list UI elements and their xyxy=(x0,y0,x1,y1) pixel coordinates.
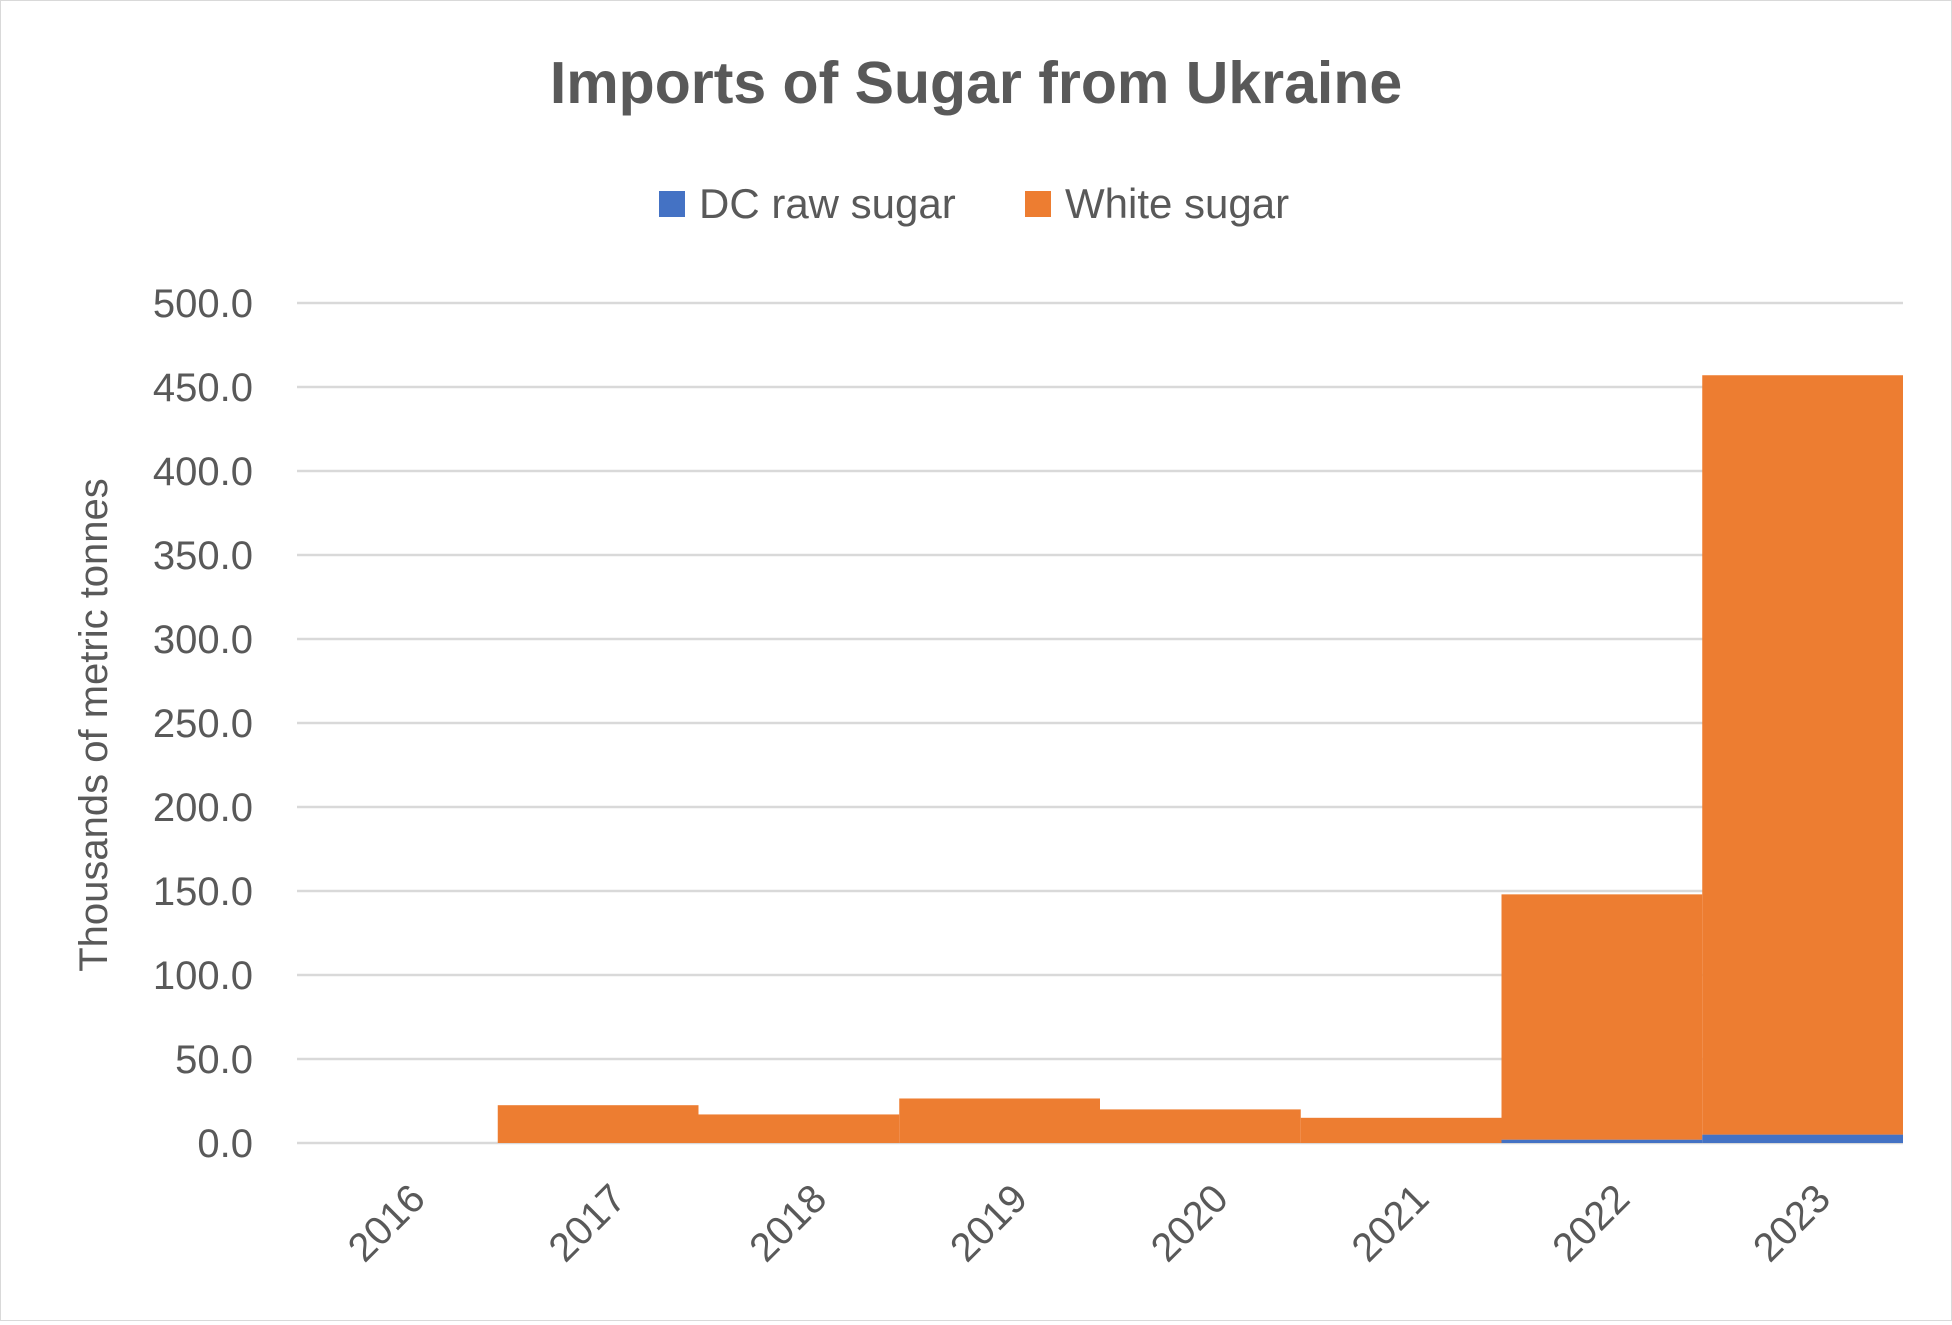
x-tick-label: 2023 xyxy=(1745,1176,1839,1270)
legend: DC raw sugar White sugar xyxy=(659,180,1289,227)
x-axis-ticks: 2016 2017 2018 2019 2020 2021 2022 2023 xyxy=(340,1176,1839,1270)
y-axis-ticks: 0.0 50.0 100.0 150.0 200.0 250.0 300.0 350.0 400… xyxy=(153,282,253,1166)
x-tick-label: 2017 xyxy=(540,1176,634,1270)
y-tick-label: 150.0 xyxy=(153,870,253,914)
bar-white-sugar-2017 xyxy=(497,1105,699,1143)
legend-label-dc-raw-sugar: DC raw sugar xyxy=(699,180,956,227)
y-tick-label: 100.0 xyxy=(153,954,253,998)
bar-white-sugar-2023 xyxy=(1702,375,1903,1135)
bar-white-sugar-2018 xyxy=(698,1114,900,1143)
legend-label-white-sugar: White sugar xyxy=(1065,180,1289,227)
x-tick-label: 2016 xyxy=(340,1176,434,1270)
legend-swatch-white-sugar xyxy=(1025,191,1051,217)
x-tick-label: 2019 xyxy=(942,1176,1036,1270)
legend-swatch-dc-raw-sugar xyxy=(659,191,685,217)
bar-dc-raw-sugar-2023 xyxy=(1702,1134,1903,1143)
gridlines xyxy=(297,301,1903,1145)
y-tick-label: 450.0 xyxy=(153,366,253,410)
chart-title: Imports of Sugar from Ukraine xyxy=(550,50,1402,116)
y-tick-label: 200.0 xyxy=(153,786,253,830)
bar-white-sugar-2019 xyxy=(899,1098,1100,1143)
y-tick-label: 400.0 xyxy=(153,450,253,494)
x-tick-label: 2021 xyxy=(1343,1176,1437,1270)
y-axis-label: Thousands of metric tonnes xyxy=(72,478,116,972)
y-tick-label: 350.0 xyxy=(153,534,253,578)
bars xyxy=(497,375,1903,1143)
y-tick-label: 250.0 xyxy=(153,702,253,746)
x-tick-label: 2022 xyxy=(1544,1176,1638,1270)
bar-white-sugar-2022 xyxy=(1501,894,1703,1140)
y-tick-label: 300.0 xyxy=(153,618,253,662)
y-tick-label: 50.0 xyxy=(175,1038,253,1082)
x-tick-label: 2020 xyxy=(1143,1176,1237,1270)
y-tick-label: 0.0 xyxy=(197,1122,253,1166)
bar-white-sugar-2021 xyxy=(1300,1117,1502,1143)
bar-dc-raw-sugar-2022 xyxy=(1501,1139,1703,1143)
x-tick-label: 2018 xyxy=(741,1176,835,1270)
y-tick-label: 500.0 xyxy=(153,282,253,326)
bar-white-sugar-2020 xyxy=(1100,1109,1301,1143)
